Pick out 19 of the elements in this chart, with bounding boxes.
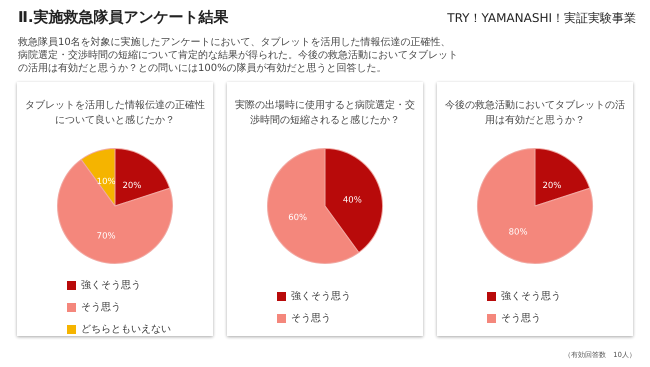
data-label: 20% <box>122 180 142 191</box>
legend-label: 強くそう思う <box>81 279 141 292</box>
legend-label: そう思う <box>291 312 331 325</box>
text: TRY！YAMANASHI！実証実験事業 <box>447 10 636 27</box>
data-label: 80% <box>508 227 528 238</box>
text: 救急隊員10名を対象に実施したアンケートにおいて、タブレットを活用した情報伝達の正確性、病院選定・交渉時間の短縮について肯定的な結果が得られた。今後の救急活動においてタブレットの活用は有効だと思うか？との問いには100%の隊員が有効だと思うと回答した。 <box>18 36 458 75</box>
legend-label: そう思う <box>81 301 121 314</box>
text: Ⅱ.実施救急隊員アンケート結果 <box>18 8 229 27</box>
data-label: 20% <box>542 180 562 191</box>
chart-title: タブレットを活用した情報伝達の正確性について良いと感じたか？ <box>24 98 206 128</box>
chart-title: 実際の出場時に使用すると病院選定・交渉時間の短縮されると感じたか？ <box>234 98 416 128</box>
legend-label: どちらともいえない <box>81 323 171 336</box>
legend-label: そう思う <box>501 312 541 325</box>
data-label: 40% <box>342 195 362 206</box>
legend-label: 強くそう思う <box>291 290 351 303</box>
chart-title: 今後の救急活動においてタブレットの活用は有効だと思うか？ <box>444 98 626 128</box>
data-label: 70% <box>96 232 116 242</box>
data-label: 60% <box>288 213 308 224</box>
legend-label: 強くそう思う <box>501 290 561 303</box>
